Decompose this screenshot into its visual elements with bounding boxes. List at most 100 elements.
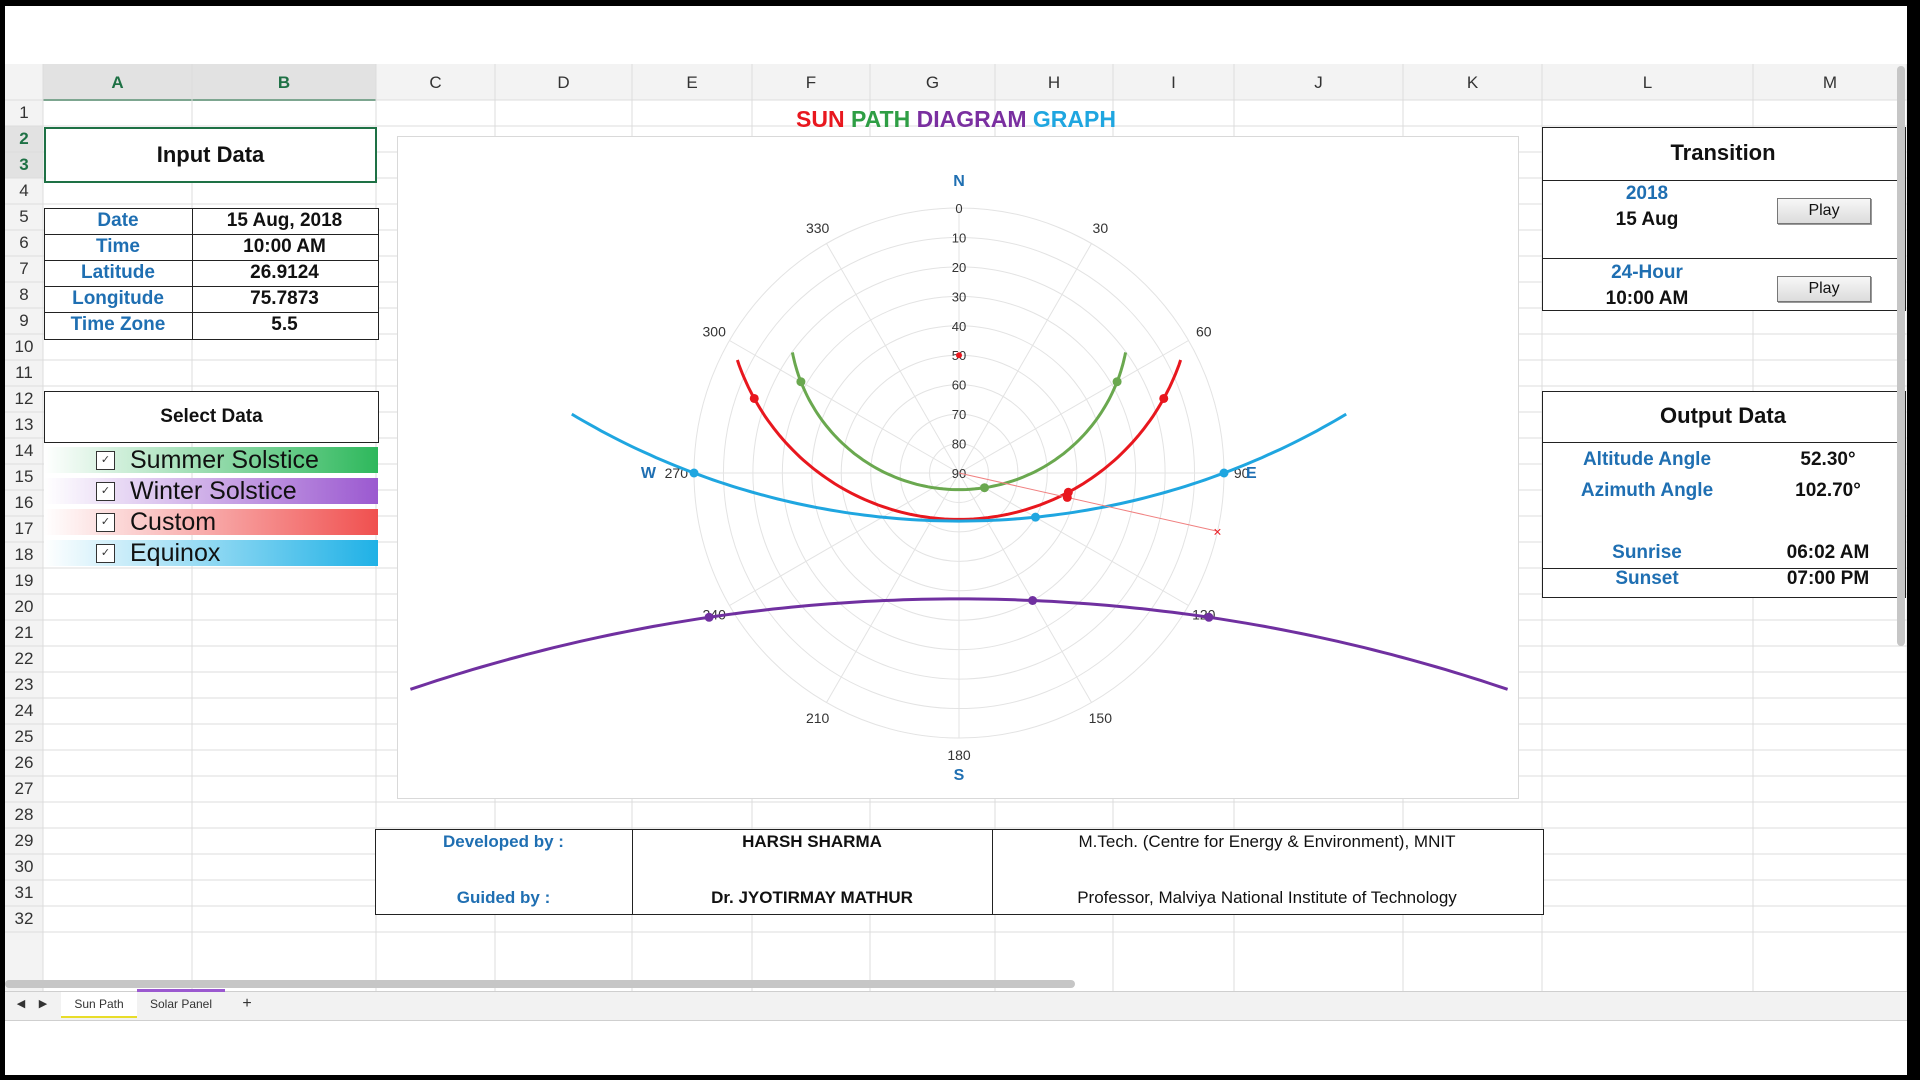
hour-play-button[interactable]: Play: [1777, 276, 1871, 302]
sun-path-curve: [409, 597, 1509, 691]
column-header-g[interactable]: G: [925, 73, 940, 92]
legend-label: Custom: [130, 508, 217, 536]
developed-desc: M.Tech. (Centre for Energy & Environment…: [1078, 832, 1456, 851]
sun-path-point: [1219, 468, 1229, 478]
prev-sheet-icon[interactable]: ◀: [16, 998, 26, 1010]
add-sheet-icon[interactable]: +: [242, 995, 252, 1012]
input-value[interactable]: 10:00 AM: [243, 236, 326, 257]
sun-path-point: [796, 377, 806, 387]
row-header-14[interactable]: 14: [14, 441, 34, 460]
azimuth-label: Azimuth Angle: [1580, 480, 1714, 501]
input-value[interactable]: 26.9124: [250, 262, 319, 283]
row-header-2[interactable]: 2: [19, 129, 29, 148]
row-header-1[interactable]: 1: [19, 103, 29, 122]
legend-checkbox[interactable]: ✓: [96, 513, 115, 532]
input-value[interactable]: 15 Aug, 2018: [226, 210, 343, 231]
legend-checkbox[interactable]: ✓: [96, 451, 115, 470]
input-row-divider: [44, 312, 379, 313]
sun-path-chart[interactable]: 0102030405060708090306090120150180210240…: [397, 136, 1519, 799]
input-col-divider: [192, 208, 193, 339]
column-header-i[interactable]: I: [1171, 73, 1176, 92]
input-value[interactable]: 75.7873: [250, 288, 319, 309]
legend-checkbox[interactable]: ✓: [96, 544, 115, 563]
row-header-27[interactable]: 27: [14, 779, 34, 798]
compass-e-label: E: [1246, 465, 1257, 482]
radial-tick-label: 40: [952, 319, 966, 334]
legend-item[interactable]: ✓ Equinox: [44, 540, 378, 567]
select-data-title: Select Data: [160, 406, 263, 427]
cell-grid: [5, 64, 1907, 991]
legend-item[interactable]: ✓ Summer Solstice: [44, 447, 378, 474]
input-value[interactable]: 5.5: [271, 314, 298, 335]
chart-title-part: PATH: [851, 106, 917, 132]
transition-title: Transition: [1670, 140, 1776, 165]
column-header-j[interactable]: J: [1314, 73, 1323, 92]
date-play-button[interactable]: Play: [1777, 198, 1871, 224]
radial-tick-label: 20: [952, 260, 966, 275]
row-header-3[interactable]: 3: [19, 155, 29, 174]
angle-tick-label: 210: [806, 710, 830, 726]
polar-grid-spoke: [826, 243, 960, 474]
vertical-scrollbar[interactable]: [1897, 66, 1905, 646]
tab-solar-panel[interactable]: Solar Panel: [137, 989, 225, 1019]
transition-divider: [1542, 180, 1905, 181]
sun-path-point: [1030, 512, 1040, 522]
horizontal-scrollbar[interactable]: [5, 980, 1075, 988]
polar-grid-spoke: [958, 243, 1092, 474]
row-header-8[interactable]: 8: [19, 285, 29, 304]
row-header-26[interactable]: 26: [14, 753, 34, 772]
row-header-9[interactable]: 9: [19, 311, 29, 330]
row-header-25[interactable]: 25: [14, 727, 34, 746]
guided-label: Guided by :: [456, 888, 551, 907]
radial-tick-label: 80: [952, 437, 966, 452]
row-header-19[interactable]: 19: [14, 571, 34, 590]
row-header-13[interactable]: 13: [14, 415, 34, 434]
column-header-a[interactable]: A: [111, 73, 124, 92]
column-header-k[interactable]: K: [1466, 73, 1479, 92]
column-header-d[interactable]: D: [557, 73, 570, 92]
column-header-e[interactable]: E: [686, 73, 698, 92]
legend-checkbox[interactable]: ✓: [96, 482, 115, 501]
row-header-17[interactable]: 17: [14, 519, 34, 538]
column-header-b[interactable]: B: [277, 73, 291, 92]
row-header-21[interactable]: 21: [14, 623, 34, 642]
input-row-divider: [44, 286, 379, 287]
row-header-4[interactable]: 4: [19, 181, 29, 200]
row-header-23[interactable]: 23: [14, 675, 34, 694]
guided-desc: Professor, Malviya National Institute of…: [1077, 888, 1457, 907]
column-header-f[interactable]: F: [805, 73, 817, 92]
column-header-l[interactable]: L: [1642, 73, 1653, 92]
column-header-h[interactable]: H: [1047, 73, 1061, 92]
legend-item[interactable]: ✓ Custom: [44, 508, 378, 536]
row-header-32[interactable]: 32: [14, 909, 34, 928]
legend-item[interactable]: ✓ Winter Solstice: [44, 478, 378, 505]
row-header-5[interactable]: 5: [19, 207, 29, 226]
input-data-header[interactable]: Input Data: [44, 127, 377, 183]
sunset-label: Sunset: [1615, 568, 1679, 589]
row-header-10[interactable]: 10: [14, 337, 34, 356]
column-header-m[interactable]: M: [1822, 73, 1838, 92]
row-header-31[interactable]: 31: [14, 883, 34, 902]
row-header-22[interactable]: 22: [14, 649, 34, 668]
row-header-6[interactable]: 6: [19, 233, 29, 252]
transition-hour-label: 24-Hour: [1611, 262, 1683, 283]
row-header-24[interactable]: 24: [14, 701, 34, 720]
input-row-divider: [44, 260, 379, 261]
sunrise-label: Sunrise: [1612, 542, 1682, 563]
angle-tick-label: 30: [1093, 220, 1109, 236]
row-header-30[interactable]: 30: [14, 857, 34, 876]
row-header-29[interactable]: 29: [14, 831, 34, 850]
column-header-c[interactable]: C: [429, 73, 442, 92]
row-header-18[interactable]: 18: [14, 545, 34, 564]
row-header-15[interactable]: 15: [14, 467, 34, 486]
row-header-11[interactable]: 11: [15, 363, 33, 382]
row-header-16[interactable]: 16: [14, 493, 34, 512]
row-header-7[interactable]: 7: [19, 259, 29, 278]
tab-sun-path[interactable]: Sun Path: [61, 992, 137, 1018]
row-header-12[interactable]: 12: [14, 389, 34, 408]
row-header-20[interactable]: 20: [14, 597, 34, 616]
output-divider: [1542, 442, 1905, 443]
row-header-28[interactable]: 28: [14, 805, 34, 824]
next-sheet-icon[interactable]: ▶: [38, 998, 48, 1010]
polar-grid-spoke: [958, 472, 1189, 606]
